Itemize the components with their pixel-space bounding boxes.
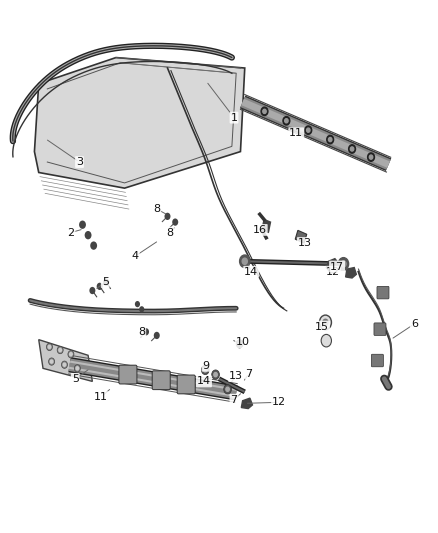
Circle shape — [367, 153, 374, 161]
FancyBboxPatch shape — [374, 323, 386, 335]
Text: 2: 2 — [67, 228, 74, 238]
Text: 13: 13 — [298, 238, 312, 248]
Circle shape — [74, 365, 80, 372]
Circle shape — [204, 368, 207, 372]
Polygon shape — [326, 259, 339, 273]
Circle shape — [285, 119, 288, 123]
Circle shape — [201, 365, 209, 375]
Circle shape — [97, 282, 102, 290]
Circle shape — [224, 384, 231, 394]
Text: 10: 10 — [236, 337, 250, 347]
Circle shape — [240, 255, 250, 268]
Polygon shape — [262, 220, 271, 232]
Polygon shape — [241, 398, 252, 409]
Circle shape — [90, 241, 97, 250]
Circle shape — [79, 221, 86, 229]
FancyBboxPatch shape — [371, 354, 383, 367]
Circle shape — [319, 315, 332, 330]
Circle shape — [321, 334, 332, 347]
Circle shape — [165, 213, 170, 220]
Text: 11: 11 — [94, 392, 108, 402]
Circle shape — [89, 287, 95, 294]
Polygon shape — [39, 340, 92, 382]
Circle shape — [212, 370, 219, 379]
Circle shape — [263, 109, 266, 114]
Circle shape — [59, 349, 61, 352]
Text: 14: 14 — [197, 376, 211, 386]
Circle shape — [76, 367, 79, 370]
Text: 9: 9 — [202, 361, 210, 371]
Text: 8: 8 — [153, 204, 160, 214]
Circle shape — [323, 319, 328, 326]
Circle shape — [49, 358, 55, 365]
Circle shape — [236, 340, 243, 348]
Circle shape — [48, 345, 51, 349]
Polygon shape — [35, 58, 245, 188]
Circle shape — [143, 328, 149, 335]
Bar — [295, 230, 307, 243]
Text: 15: 15 — [315, 321, 329, 332]
FancyBboxPatch shape — [119, 365, 137, 384]
Text: 12: 12 — [326, 266, 340, 277]
Text: 12: 12 — [272, 397, 286, 407]
Circle shape — [305, 126, 312, 134]
FancyBboxPatch shape — [177, 375, 195, 394]
Circle shape — [172, 219, 178, 226]
Circle shape — [226, 387, 230, 391]
Circle shape — [57, 346, 63, 354]
Circle shape — [283, 117, 290, 125]
Circle shape — [70, 353, 72, 356]
Circle shape — [307, 128, 310, 132]
Text: 3: 3 — [76, 157, 83, 167]
Text: 8: 8 — [138, 327, 145, 337]
Circle shape — [341, 261, 346, 267]
Circle shape — [242, 258, 247, 264]
Text: 14: 14 — [244, 266, 258, 277]
Circle shape — [338, 257, 349, 270]
Circle shape — [46, 343, 53, 351]
Circle shape — [328, 138, 332, 142]
Circle shape — [327, 135, 334, 144]
Circle shape — [68, 351, 74, 358]
Polygon shape — [346, 268, 357, 278]
Text: 8: 8 — [166, 228, 173, 238]
Circle shape — [135, 301, 140, 307]
Text: 11: 11 — [289, 128, 303, 138]
Text: 7: 7 — [230, 395, 237, 405]
Circle shape — [154, 332, 160, 339]
FancyBboxPatch shape — [377, 286, 389, 299]
Circle shape — [350, 147, 354, 151]
Text: 5: 5 — [102, 277, 109, 287]
Circle shape — [214, 373, 217, 377]
FancyBboxPatch shape — [152, 371, 170, 390]
Text: 4: 4 — [132, 251, 139, 261]
Circle shape — [50, 360, 53, 363]
Text: 5: 5 — [72, 374, 79, 384]
Circle shape — [369, 155, 373, 159]
Circle shape — [261, 107, 268, 116]
Text: 6: 6 — [411, 319, 418, 329]
Circle shape — [61, 361, 67, 368]
Text: 17: 17 — [330, 262, 344, 271]
Text: 1: 1 — [230, 112, 237, 123]
Circle shape — [85, 231, 92, 239]
Circle shape — [63, 363, 66, 366]
Text: 16: 16 — [253, 225, 267, 235]
Circle shape — [349, 145, 356, 153]
Circle shape — [103, 279, 109, 286]
Text: 7: 7 — [245, 369, 253, 378]
Text: 13: 13 — [229, 371, 243, 381]
Circle shape — [139, 306, 144, 312]
